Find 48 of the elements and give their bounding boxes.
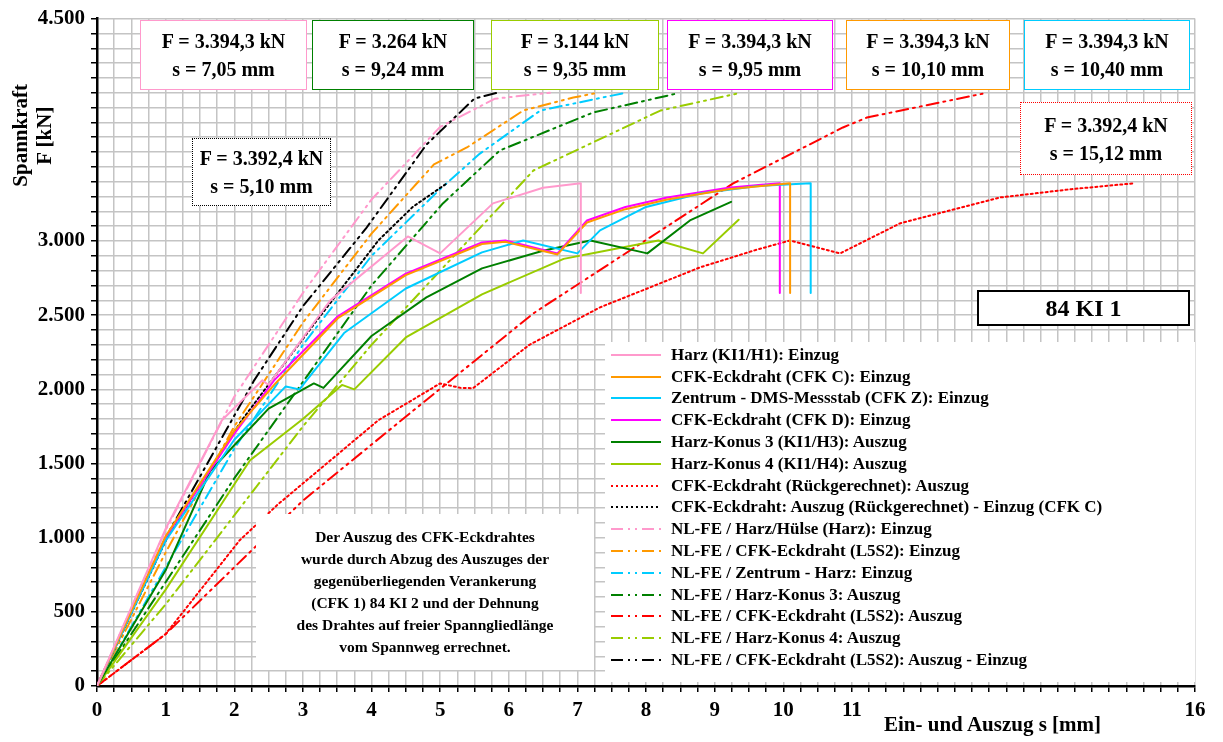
text-box: F = 3.144 kN s = 9,35 mm bbox=[491, 20, 659, 90]
x-tick-label: 5 bbox=[434, 697, 446, 722]
x-tick-label: 9 bbox=[709, 697, 720, 722]
legend-label: NL-FE / CFK-Eckdraht (L5S2): Auszug bbox=[671, 606, 962, 627]
y-tick-label: 1.500 bbox=[37, 449, 85, 474]
y-axis-title: Spannkraft F [kN] bbox=[8, 80, 56, 191]
legend-label: NL-FE / CFK-Eckdraht (L5S2): Auszug - Einzug bbox=[671, 650, 1028, 671]
text-box: 84 KI 1 bbox=[977, 290, 1190, 326]
legend-label: Harz-Konus 3 (KI1/H3): Auszug bbox=[671, 432, 907, 453]
text-box: Der Auszug des CFK-Eckdrahtes wurde durch Abzug des Auszuges der gegenüberliegenden Verankerung (CFK 1) 84 KI 2 und der Dehnung des Drahtes auf freier Spanngliedlänge vom Spannweg errechnet. bbox=[256, 514, 594, 670]
legend-label: Harz (KI1/H1): Einzug bbox=[671, 344, 840, 365]
x-axis-title: Ein- und Auszug s [mm] bbox=[884, 712, 1102, 736]
x-tick-label: 11 bbox=[841, 697, 862, 722]
text-box: F = 3.394,3 kN s = 10,10 mm bbox=[846, 20, 1010, 90]
y-tick-label: 500 bbox=[53, 598, 85, 623]
legend-label: CFK-Eckdraht: Auszug (Rückgerechnet) - Einzug (CFK C) bbox=[671, 497, 1103, 518]
legend-label: NL-FE / CFK-Eckdraht (L5S2): Einzug bbox=[671, 541, 961, 562]
legend-label: NL-FE / Harz/Hülse (Harz): Einzug bbox=[671, 519, 932, 540]
y-tick-label: 4.500 bbox=[37, 5, 85, 30]
x-tick-label: 4 bbox=[366, 697, 378, 722]
text-box: F = 3.392,4 kN s = 5,10 mm bbox=[192, 138, 331, 206]
x-tick-label: 8 bbox=[640, 697, 652, 722]
y-tick-label: 1.000 bbox=[37, 524, 85, 549]
x-tick-label: 1 bbox=[160, 697, 171, 722]
x-tick-label: 16 bbox=[1184, 697, 1206, 722]
x-tick-label: 0 bbox=[91, 697, 103, 722]
legend-label: NL-FE / Zentrum - Harz: Einzug bbox=[671, 562, 913, 583]
y-tick-label: 0 bbox=[74, 672, 85, 697]
text-box: F = 3.264 kN s = 9,24 mm bbox=[312, 20, 474, 90]
text-box: F = 3.394,3 kN s = 7,05 mm bbox=[140, 20, 307, 90]
y-tick-label: 2.500 bbox=[37, 301, 85, 326]
text-box: F = 3.394,3 kN s = 9,95 mm bbox=[667, 20, 833, 90]
x-tick-label: 7 bbox=[572, 697, 583, 722]
x-tick-label: 3 bbox=[297, 697, 309, 722]
text-box: F = 3.394,3 kN s = 10,40 mm bbox=[1024, 20, 1190, 90]
text-box: F = 3.392,4 kN s = 15,12 mm bbox=[1020, 102, 1192, 175]
legend-label: CFK-Eckdraht (CFK D): Einzug bbox=[671, 410, 911, 431]
x-tick-label: 2 bbox=[229, 697, 240, 722]
x-tick-label: 10 bbox=[772, 697, 794, 722]
legend-label: NL-FE / Harz-Konus 3: Auszug bbox=[671, 584, 901, 605]
legend-label: Harz-Konus 4 (KI1/H4): Auszug bbox=[671, 453, 907, 474]
legend-label: NL-FE / Harz-Konus 4: Auszug bbox=[671, 628, 901, 649]
y-tick-label: 3.000 bbox=[37, 227, 85, 252]
legend-label: CFK-Eckdraht (CFK C): Einzug bbox=[671, 366, 911, 387]
legend-label: CFK-Eckdraht (Rückgerechnet): Auszug bbox=[671, 475, 970, 496]
x-tick-label: 6 bbox=[503, 697, 514, 722]
y-tick-label: 2.000 bbox=[37, 375, 85, 400]
legend-label: Zentrum - DMS-Messstab (CFK Z): Einzug bbox=[671, 388, 989, 409]
